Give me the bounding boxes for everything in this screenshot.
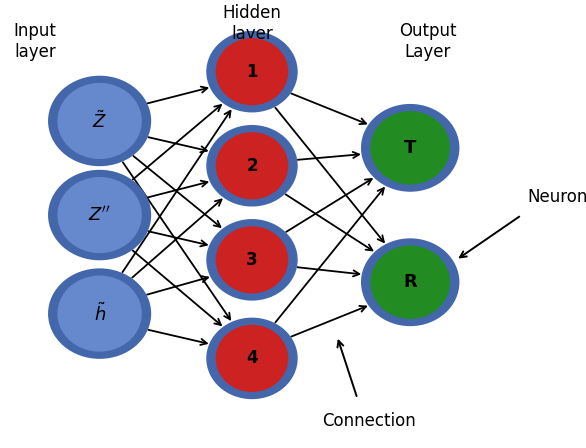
Text: Output
Layer: Output Layer [399, 22, 456, 61]
Ellipse shape [361, 104, 459, 192]
Text: 2: 2 [246, 157, 258, 175]
Ellipse shape [206, 219, 298, 301]
Ellipse shape [206, 318, 298, 399]
Ellipse shape [206, 31, 298, 112]
Text: 1: 1 [246, 63, 258, 81]
Text: T: T [404, 139, 417, 157]
Ellipse shape [57, 177, 142, 253]
Text: $Z''$: $Z''$ [88, 206, 111, 224]
Ellipse shape [57, 83, 142, 159]
Ellipse shape [48, 170, 151, 260]
Ellipse shape [206, 125, 298, 207]
Ellipse shape [216, 226, 288, 293]
Text: 3: 3 [246, 251, 258, 269]
Text: R: R [403, 273, 417, 291]
Ellipse shape [370, 111, 450, 185]
Ellipse shape [370, 246, 450, 319]
Text: $\tilde{h}$: $\tilde{h}$ [94, 302, 105, 325]
Ellipse shape [216, 38, 288, 105]
Ellipse shape [48, 76, 151, 166]
Ellipse shape [216, 132, 288, 199]
Text: Neuron: Neuron [527, 188, 586, 206]
Text: Connection: Connection [322, 412, 416, 430]
Ellipse shape [361, 238, 459, 326]
Text: 4: 4 [246, 349, 258, 367]
Ellipse shape [57, 276, 142, 352]
Text: Input
layer: Input layer [13, 22, 57, 61]
Text: Hidden
layer: Hidden layer [223, 4, 281, 43]
Ellipse shape [216, 325, 288, 392]
Ellipse shape [48, 268, 151, 359]
Text: $\tilde{Z}$: $\tilde{Z}$ [92, 110, 107, 132]
